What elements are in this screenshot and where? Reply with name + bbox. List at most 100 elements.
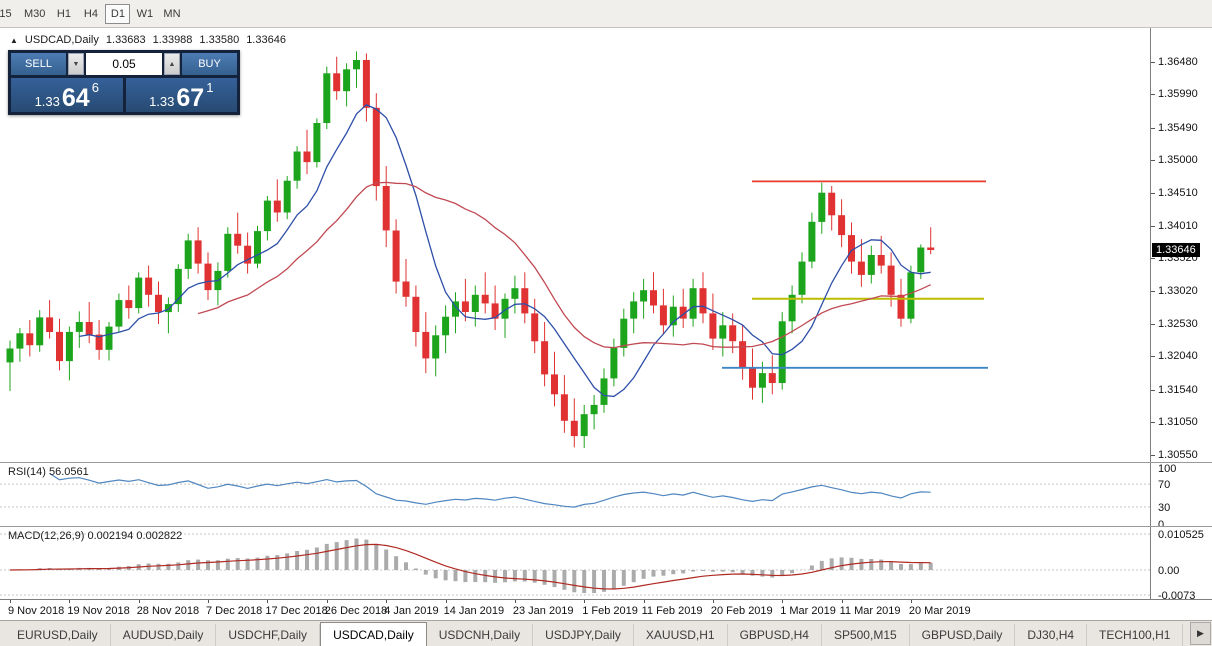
sell-price-prefix: 1.33: [34, 93, 60, 109]
one-click-trading-panel: SELL ▼ 0.05 ▲ BUY 1.33 64 6 1.33 67 1: [8, 50, 240, 115]
chart-tabs: EURUSD,Daily AUDUSD,Daily USDCHF,Daily USDC…: [0, 620, 1190, 646]
time-axis-label: 1 Mar 2019: [780, 605, 836, 617]
time-axis-label: 9 Nov 2018: [8, 605, 65, 617]
time-axis-label: 17 Dec 2018: [265, 605, 328, 617]
volume-increase-button[interactable]: ▲: [164, 53, 180, 75]
time-axis-label: 11 Mar 2019: [839, 605, 901, 617]
tab-dj30-h4[interactable]: DJ30,H4: [1015, 624, 1088, 646]
price-axis-label: 1.35490: [1158, 121, 1198, 134]
macd-scale: 0.010525 0.00 -0.0073: [1150, 527, 1212, 602]
macd-scale-label: 0.010525: [1158, 529, 1204, 541]
price-axis-label: 1.36480: [1158, 56, 1198, 68]
macd-scale-label: 0.00: [1158, 565, 1180, 577]
time-axis-label: 26 Dec 2018: [324, 605, 388, 617]
tab-usdchf-daily[interactable]: USDCHF,Daily: [216, 624, 321, 646]
timeframe-toolbar: 15 M30 H1 H4 D1 W1 MN: [0, 0, 1212, 28]
rsi-scale: 100 70 30 0: [1150, 463, 1212, 531]
tab-u[interactable]: U: [1183, 624, 1190, 646]
tab-usdcnh-daily[interactable]: USDCNH,Daily: [427, 624, 534, 646]
rsi-plot[interactable]: [0, 463, 1150, 526]
time-axis[interactable]: 9 Nov 2018 19 Nov 2018 28 Nov 2018 7 Dec 20…: [0, 599, 1212, 620]
time-axis-label: 20 Feb 2019: [710, 605, 773, 617]
price-tick-mark: [1151, 291, 1155, 293]
time-axis-label: 14 Jan 2019: [443, 605, 505, 617]
tab-usdjpy-daily[interactable]: USDJPY,Daily: [533, 624, 634, 646]
current-price-badge: 1.33646: [1152, 242, 1200, 257]
tab-audusd-daily[interactable]: AUDUSD,Daily: [111, 624, 217, 646]
panel-toggle-icon[interactable]: ▲: [10, 35, 18, 45]
time-tick-mark: [386, 600, 388, 603]
tab-eurusd-daily[interactable]: EURUSD,Daily: [5, 624, 111, 646]
price-axis-label: 1.34510: [1158, 186, 1198, 199]
time-tick-mark: [267, 600, 269, 603]
ohlc-close: 1.33646: [246, 34, 286, 46]
price-axis-label: 1.35990: [1158, 88, 1198, 101]
sell-price-pip: 6: [91, 80, 99, 95]
volume-input[interactable]: 0.05: [86, 53, 162, 75]
time-axis-label: 7 Dec 2018: [206, 605, 263, 617]
timeframe-w1[interactable]: W1: [136, 7, 154, 20]
price-tick-mark: [1151, 422, 1155, 424]
price-tick-mark: [1151, 455, 1155, 457]
price-axis-label: 1.30550: [1158, 449, 1198, 462]
time-axis-label: 20 Mar 2019: [908, 605, 971, 617]
buy-price-main: 67: [176, 83, 205, 112]
time-axis-label: 1 Feb 2019: [582, 605, 638, 617]
time-tick-mark: [514, 600, 516, 603]
trade-controls-row: SELL ▼ 0.05 ▲ BUY: [11, 53, 237, 75]
sell-price-button[interactable]: 1.33 64 6: [11, 78, 123, 112]
price-axis-label: 1.31540: [1158, 383, 1198, 396]
tab-xauusd-h1[interactable]: XAUUSD,H1: [634, 624, 728, 646]
price-axis-label: 1.34010: [1158, 219, 1198, 232]
price-tick-mark: [1151, 192, 1155, 194]
rsi-indicator-panel[interactable]: RSI(14) 56.0561 100 70 30 0: [0, 462, 1212, 531]
price-tick-mark: [1151, 258, 1155, 260]
candlestick-chart[interactable]: [0, 28, 1150, 462]
buy-price-button[interactable]: 1.33 67 1: [125, 78, 237, 112]
timeframe-h1[interactable]: H1: [56, 7, 71, 20]
time-tick-mark: [643, 600, 645, 603]
macd-plot[interactable]: [0, 527, 1150, 599]
chart-title: ▲ USDCAD,Daily 1.33683 1.33988 1.33580 1…: [10, 34, 286, 46]
time-tick-mark: [138, 600, 140, 603]
tab-sp500-m15[interactable]: SP500,M15: [822, 624, 910, 646]
tab-tech100-h1[interactable]: TECH100,H1: [1087, 624, 1184, 646]
price-tick-mark: [1151, 389, 1155, 391]
buy-price-pip: 1: [206, 80, 214, 95]
timeframe-15[interactable]: 15: [0, 7, 12, 20]
price-tick-mark: [1151, 356, 1155, 358]
rsi-scale-label: 30: [1158, 501, 1171, 514]
ohlc-low: 1.33580: [199, 34, 240, 46]
rsi-scale-label: 100: [1158, 463, 1177, 475]
time-tick-mark: [910, 600, 912, 603]
price-axis-label: 1.32530: [1158, 317, 1198, 330]
price-tick-mark: [1151, 323, 1155, 325]
price-tick-mark: [1151, 127, 1155, 129]
price-tick-mark: [1151, 160, 1155, 162]
time-axis-label: 23 Jan 2019: [512, 605, 574, 617]
main-chart-panel[interactable]: 1.33646 1.36480 1.35990 1.35490 1.35000 1.34…: [0, 28, 1212, 462]
volume-decrease-button[interactable]: ▼: [68, 53, 84, 75]
trade-prices-row: 1.33 64 6 1.33 67 1: [11, 78, 237, 112]
rsi-scale-label: 0: [1158, 519, 1165, 531]
sell-button[interactable]: SELL: [11, 53, 66, 75]
price-axis-label: 1.33020: [1158, 285, 1198, 298]
ohlc-high: 1.33988: [152, 34, 193, 46]
time-axis-label: 11 Feb 2019: [641, 605, 703, 617]
tab-gbpusd-daily[interactable]: GBPUSD,Daily: [910, 624, 1016, 646]
tabs-scroll-right-button[interactable]: ▶: [1190, 622, 1211, 645]
time-tick-mark: [10, 600, 11, 603]
tab-gbpusd-h4[interactable]: GBPUSD,H4: [728, 624, 822, 646]
tab-usdcad-daily[interactable]: USDCAD,Daily: [320, 622, 427, 646]
timeframe-h4[interactable]: H4: [83, 7, 98, 20]
timeframe-mn[interactable]: MN: [163, 7, 181, 20]
timeframe-d1[interactable]: D1: [105, 3, 131, 24]
buy-button[interactable]: BUY: [182, 53, 237, 75]
time-tick-mark: [584, 600, 586, 603]
time-tick-mark: [712, 600, 714, 603]
macd-indicator-panel[interactable]: MACD(12,26,9) 0.002194 0.002822 0.010525…: [0, 526, 1212, 602]
price-scale[interactable]: 1.33646 1.36480 1.35990 1.35490 1.35000 1.34…: [1150, 28, 1212, 462]
macd-scale-label: -0.0073: [1158, 589, 1196, 602]
timeframe-m30[interactable]: M30: [24, 7, 46, 20]
rsi-scale-label: 70: [1158, 479, 1171, 492]
